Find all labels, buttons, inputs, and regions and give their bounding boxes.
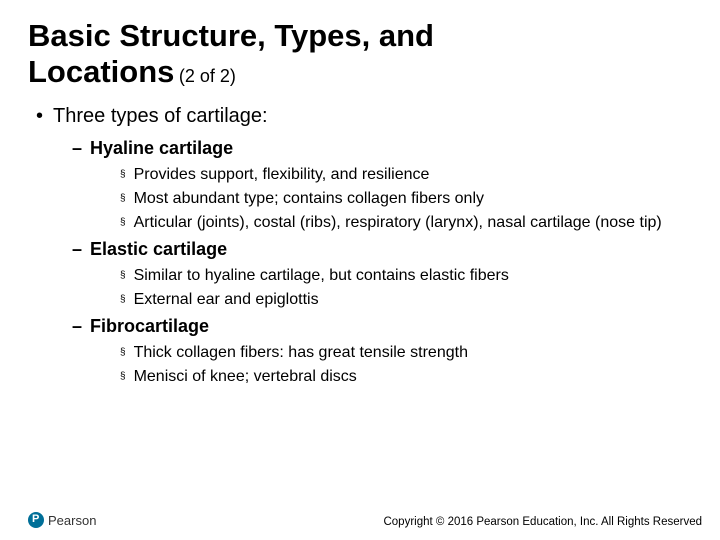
bullet-level2: – Fibrocartilage bbox=[72, 316, 692, 337]
s1-b1: Provides support, flexibility, and resil… bbox=[134, 165, 430, 185]
slide-title: Basic Structure, Types, and Locations (2… bbox=[28, 18, 692, 89]
title-line2: Locations bbox=[28, 54, 174, 89]
bullet-level3: § Most abundant type; contains collagen … bbox=[120, 189, 662, 209]
bullet-dash-icon: – bbox=[72, 138, 82, 159]
bullet-square-icon: § bbox=[120, 217, 126, 233]
s1-b3: Articular (joints), costal (ribs), respi… bbox=[134, 213, 662, 233]
bullet-square-icon: § bbox=[120, 371, 126, 387]
bullet-level3: § Provides support, flexibility, and res… bbox=[120, 165, 662, 185]
s2-b1: Similar to hyaline cartilage, but contai… bbox=[134, 266, 509, 286]
bullet-level3: § Similar to hyaline cartilage, but cont… bbox=[120, 266, 662, 286]
bullet-square-icon: § bbox=[120, 193, 126, 209]
slide-content: Basic Structure, Types, and Locations (2… bbox=[0, 0, 720, 387]
bullet-square-icon: § bbox=[120, 294, 126, 310]
s3-b2: Menisci of knee; vertebral discs bbox=[134, 367, 357, 387]
section2-heading: Elastic cartilage bbox=[90, 239, 227, 260]
s1-b2: Most abundant type; contains collagen fi… bbox=[134, 189, 484, 209]
s2-b2: External ear and epiglottis bbox=[134, 290, 319, 310]
pearson-logo-icon bbox=[28, 512, 44, 528]
l1-text: Three types of cartilage: bbox=[53, 105, 268, 128]
bullet-level3: § External ear and epiglottis bbox=[120, 290, 662, 310]
copyright-text: Copyright © 2016 Pearson Education, Inc.… bbox=[383, 516, 702, 528]
pearson-logo: Pearson bbox=[28, 512, 96, 528]
bullet-level1: • Three types of cartilage: bbox=[36, 105, 692, 128]
section1-heading: Hyaline cartilage bbox=[90, 138, 233, 159]
slide-footer: Pearson Copyright © 2016 Pearson Educati… bbox=[28, 512, 702, 528]
bullet-level3: § Menisci of knee; vertebral discs bbox=[120, 367, 662, 387]
bullet-level2: – Elastic cartilage bbox=[72, 239, 692, 260]
bullet-level3: § Articular (joints), costal (ribs), res… bbox=[120, 213, 662, 233]
bullet-level3: § Thick collagen fibers: has great tensi… bbox=[120, 343, 662, 363]
title-suffix: (2 of 2) bbox=[179, 66, 236, 86]
bullet-square-icon: § bbox=[120, 169, 126, 185]
bullet-square-icon: § bbox=[120, 347, 126, 363]
pearson-logo-text: Pearson bbox=[48, 513, 96, 528]
bullet-level2: – Hyaline cartilage bbox=[72, 138, 692, 159]
section3-heading: Fibrocartilage bbox=[90, 316, 209, 337]
bullet-dash-icon: – bbox=[72, 239, 82, 260]
title-line1: Basic Structure, Types, and bbox=[28, 18, 434, 53]
s3-b1: Thick collagen fibers: has great tensile… bbox=[134, 343, 468, 363]
bullet-dot-icon: • bbox=[36, 105, 43, 128]
bullet-square-icon: § bbox=[120, 270, 126, 286]
bullet-dash-icon: – bbox=[72, 316, 82, 337]
